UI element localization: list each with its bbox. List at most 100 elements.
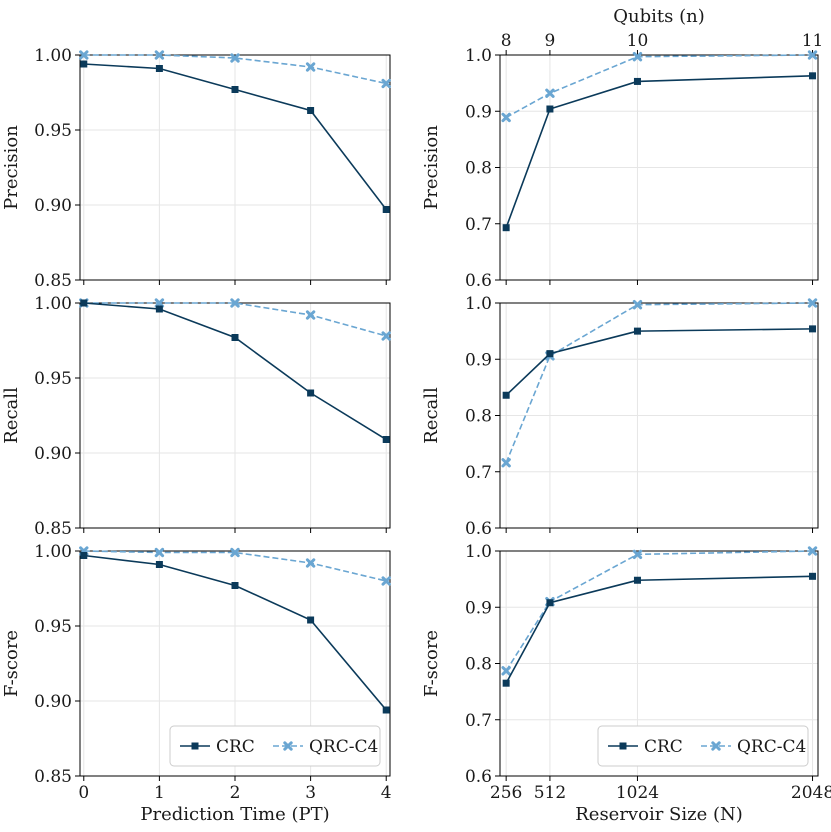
legend-label: CRC xyxy=(216,737,255,757)
y-tick-label: 0.90 xyxy=(34,692,72,712)
y-tick-label: 0.6 xyxy=(465,767,492,787)
legend-marker xyxy=(191,742,199,750)
series-line-qrc-c4 xyxy=(505,302,813,464)
data-point-qrc-c4 xyxy=(154,547,165,558)
data-point-qrc-c4 xyxy=(807,298,818,308)
data-point-qrc-c4 xyxy=(501,666,511,676)
y-tick-label: 0.85 xyxy=(34,271,72,291)
data-point-crc xyxy=(155,305,163,313)
data-point-crc xyxy=(307,616,315,624)
x-tick-label: 4 xyxy=(381,783,392,803)
data-point-crc xyxy=(502,391,510,399)
panel-2: 0.6 0.7 0.8 0.9 1.0 8 9 10 11 Qubits (n) Precision xyxy=(421,6,823,291)
data-point-crc xyxy=(80,299,88,307)
series-line-qrc-c4 xyxy=(83,302,387,337)
y-tick-label: 1.00 xyxy=(34,294,72,314)
data-point-crc xyxy=(502,679,510,687)
data-point-crc xyxy=(307,389,315,397)
top-tick-label: 11 xyxy=(802,31,824,51)
series-qrc-c4 xyxy=(501,50,818,123)
x-tick-label: 1024 xyxy=(616,783,659,803)
y-tick-label: 0.6 xyxy=(465,519,492,539)
data-point-crc xyxy=(80,60,88,68)
x-axis-title: Reservoir Size (N) xyxy=(575,804,743,825)
data-point-crc xyxy=(155,65,163,72)
series-line-crc xyxy=(505,575,813,684)
legend-label: QRC-C4 xyxy=(309,737,378,757)
y-tick-label: 1.0 xyxy=(465,294,492,314)
series-line-crc xyxy=(505,75,813,228)
x-tick-label: 1 xyxy=(154,783,165,803)
top-tick-label: 8 xyxy=(501,31,512,51)
y-tick-label: 0.9 xyxy=(465,102,492,122)
data-point-qrc-c4 xyxy=(305,62,316,72)
y-tick-label: 1.0 xyxy=(465,46,492,66)
series-crc xyxy=(80,552,390,714)
series-line-qrc-c4 xyxy=(83,550,387,582)
data-point-qrc-c4 xyxy=(501,458,511,468)
data-point-crc xyxy=(546,350,554,358)
series-crc xyxy=(80,60,390,213)
data-point-qrc-c4 xyxy=(305,558,316,568)
y-tick-label: 0.95 xyxy=(34,121,72,141)
panel-5: 0.85 0.90 0.95 1.00 0 1 2 3 4 F-score Prediction T… xyxy=(1,542,392,825)
data-point-crc xyxy=(80,552,88,559)
data-point-qrc-c4 xyxy=(381,576,391,586)
series-crc xyxy=(80,299,390,443)
data-point-qrc-c4 xyxy=(154,298,165,308)
data-point-crc xyxy=(231,582,239,589)
data-point-crc xyxy=(502,224,510,232)
data-point-qrc-c4 xyxy=(79,50,89,60)
y-tick-label: 0.85 xyxy=(34,519,72,539)
data-point-qrc-c4 xyxy=(154,50,165,60)
y-tick-label: 0.95 xyxy=(34,617,72,637)
series-line-crc xyxy=(505,328,813,396)
data-point-qrc-c4 xyxy=(381,78,391,89)
data-point-crc xyxy=(382,436,390,443)
y-tick-label: 0.7 xyxy=(465,463,492,483)
data-point-crc xyxy=(307,107,315,114)
y-tick-label: 1.0 xyxy=(465,542,492,562)
series-crc xyxy=(502,572,817,687)
data-point-qrc-c4 xyxy=(305,310,316,320)
series-crc xyxy=(502,325,817,399)
data-point-qrc-c4 xyxy=(230,547,240,558)
data-point-crc xyxy=(546,599,554,607)
series-crc xyxy=(502,72,817,232)
data-point-crc xyxy=(633,576,641,584)
legend-label: CRC xyxy=(644,737,683,757)
data-point-crc xyxy=(809,325,817,333)
data-point-qrc-c4 xyxy=(632,549,643,560)
y-tick-label: 0.8 xyxy=(465,159,492,179)
data-point-qrc-c4 xyxy=(501,112,511,123)
data-point-qrc-c4 xyxy=(807,546,818,556)
data-point-crc xyxy=(155,561,163,568)
legend: CRC QRC-C4 xyxy=(169,725,381,767)
data-point-qrc-c4 xyxy=(632,299,643,310)
data-point-qrc-c4 xyxy=(230,53,240,63)
data-point-crc xyxy=(382,206,390,213)
y-tick-label: 0.90 xyxy=(34,196,72,216)
series-line-qrc-c4 xyxy=(83,54,387,85)
y-axis-title: Recall xyxy=(421,387,442,444)
series-qrc-c4 xyxy=(79,50,391,89)
panel-6: 0.6 0.7 0.8 0.9 1.0 256 512 1024 2048 F-score Rese… xyxy=(421,542,831,825)
y-tick-label: 0.9 xyxy=(465,598,492,618)
data-point-crc xyxy=(382,706,390,714)
y-axis-title: F-score xyxy=(421,630,442,697)
x-tick-label: 2048 xyxy=(791,783,831,803)
data-point-crc xyxy=(231,334,239,341)
y-axis-title: Precision xyxy=(1,125,22,210)
legend-marker xyxy=(711,741,721,751)
panel-3: 0.85 0.90 0.95 1.00 Recall xyxy=(1,294,391,539)
data-point-crc xyxy=(809,72,817,80)
top-tick-label: 10 xyxy=(627,31,649,51)
x-axis-title: Prediction Time (PT) xyxy=(140,804,329,825)
x-tick-label: 256 xyxy=(490,783,522,803)
legend: CRC QRC-C4 xyxy=(597,725,809,767)
top-tick-label: 9 xyxy=(545,31,556,51)
panel-1: 0.85 0.90 0.95 1.00 Precision xyxy=(1,46,391,291)
x-tick-label: 3 xyxy=(305,783,316,803)
y-tick-label: 0.90 xyxy=(34,444,72,464)
